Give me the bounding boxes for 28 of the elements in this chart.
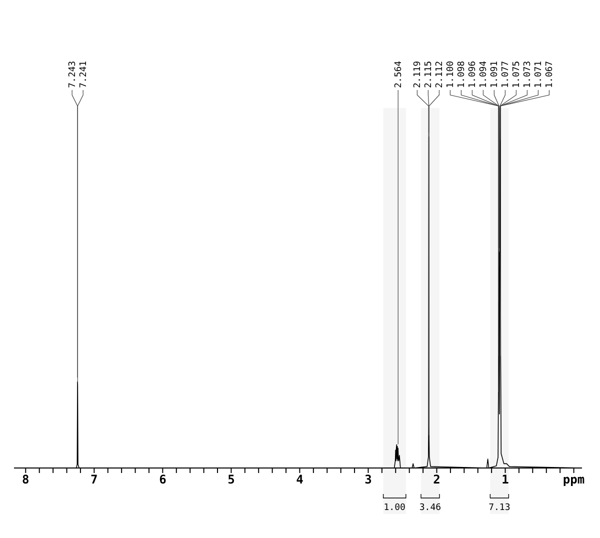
annotation: 1.077 (501, 60, 512, 88)
annotation: 1.094 (479, 60, 490, 88)
x-tick-label: 3 (364, 472, 372, 487)
annotation: 7.241 (79, 60, 90, 88)
annotation: 1.075 (512, 60, 522, 88)
band-label: 7.13 (488, 503, 510, 513)
annotation: 1.071 (534, 60, 544, 88)
x-tick-label: 1 (502, 472, 509, 487)
annotation: 2.119 (413, 60, 424, 88)
annotation: 2.115 (424, 60, 434, 88)
annotation: 1.067 (545, 60, 556, 88)
band-label: 3.46 (419, 503, 442, 513)
x-tick-label: 7 (90, 472, 98, 487)
x-tick-label: ppm (562, 472, 585, 487)
annotation: 7.243 (68, 60, 78, 88)
annotation: 1.091 (490, 60, 500, 88)
annotation: 1.100 (446, 60, 456, 88)
annotation: 1.096 (468, 60, 478, 88)
x-tick-label: 5 (228, 472, 235, 487)
annotation: 2.112 (435, 60, 446, 88)
band-label: 1.00 (384, 503, 406, 513)
annotation: 1.073 (523, 60, 534, 88)
annotation: 1.098 (457, 60, 468, 88)
x-tick-label: 8 (22, 472, 30, 487)
annotation: 2.564 (394, 60, 404, 88)
x-tick-label: 6 (159, 472, 166, 487)
x-tick-label: 2 (433, 472, 440, 487)
x-tick-label: 4 (296, 472, 304, 487)
